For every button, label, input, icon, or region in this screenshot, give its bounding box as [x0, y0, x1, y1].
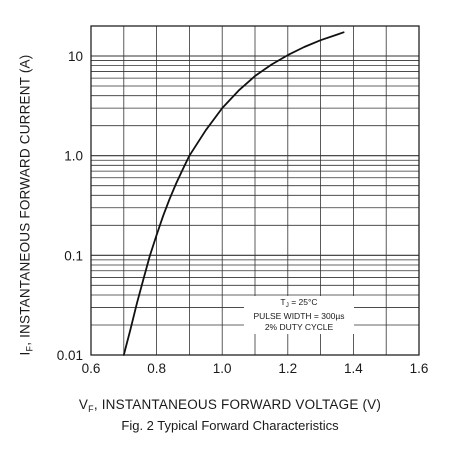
x-axis-label: VF, INSTANTANEOUS FORWARD VOLTAGE (V) [78, 397, 382, 414]
series-layer [122, 31, 345, 356]
x-tick-label: 1.2 [278, 361, 297, 376]
annotation-line-3: 2% DUTY CYCLE [264, 322, 334, 332]
y-tick-label: 10 [68, 49, 83, 64]
y-axis-label: IF, INSTANTANEOUS FORWARD CURRENT (A) [17, 54, 35, 356]
x-tick-label: 1.4 [344, 361, 363, 376]
annotation-line-1: TJ = 25°C [280, 297, 318, 309]
series-line [122, 31, 345, 356]
grid [91, 26, 419, 355]
conditions-annotation: TJ = 25°C PULSE WIDTH = 300µs 2% DUTY CY… [244, 296, 354, 334]
y-axis-label-wrap: IF, INSTANTANEOUS FORWARD CURRENT (A) [12, 40, 40, 370]
y-tick-label: 0.1 [64, 248, 83, 263]
tick-labels: 0.6 0.8 1.0 1.2 1.4 1.6 0.01 0.1 1.0 10 [57, 49, 429, 376]
figure-caption: Fig. 2 Typical Forward Characteristics [121, 418, 339, 433]
x-tick-label: 0.8 [147, 361, 166, 376]
y-tick-label: 1.0 [64, 149, 83, 164]
x-tick-label: 0.6 [82, 361, 101, 376]
x-tick-label: 1.0 [213, 361, 232, 376]
y-tick-label: 0.01 [57, 348, 83, 363]
annotation-line-2: PULSE WIDTH = 300µs [253, 311, 345, 321]
x-tick-label: 1.6 [410, 361, 429, 376]
plot-frame [90, 25, 420, 356]
